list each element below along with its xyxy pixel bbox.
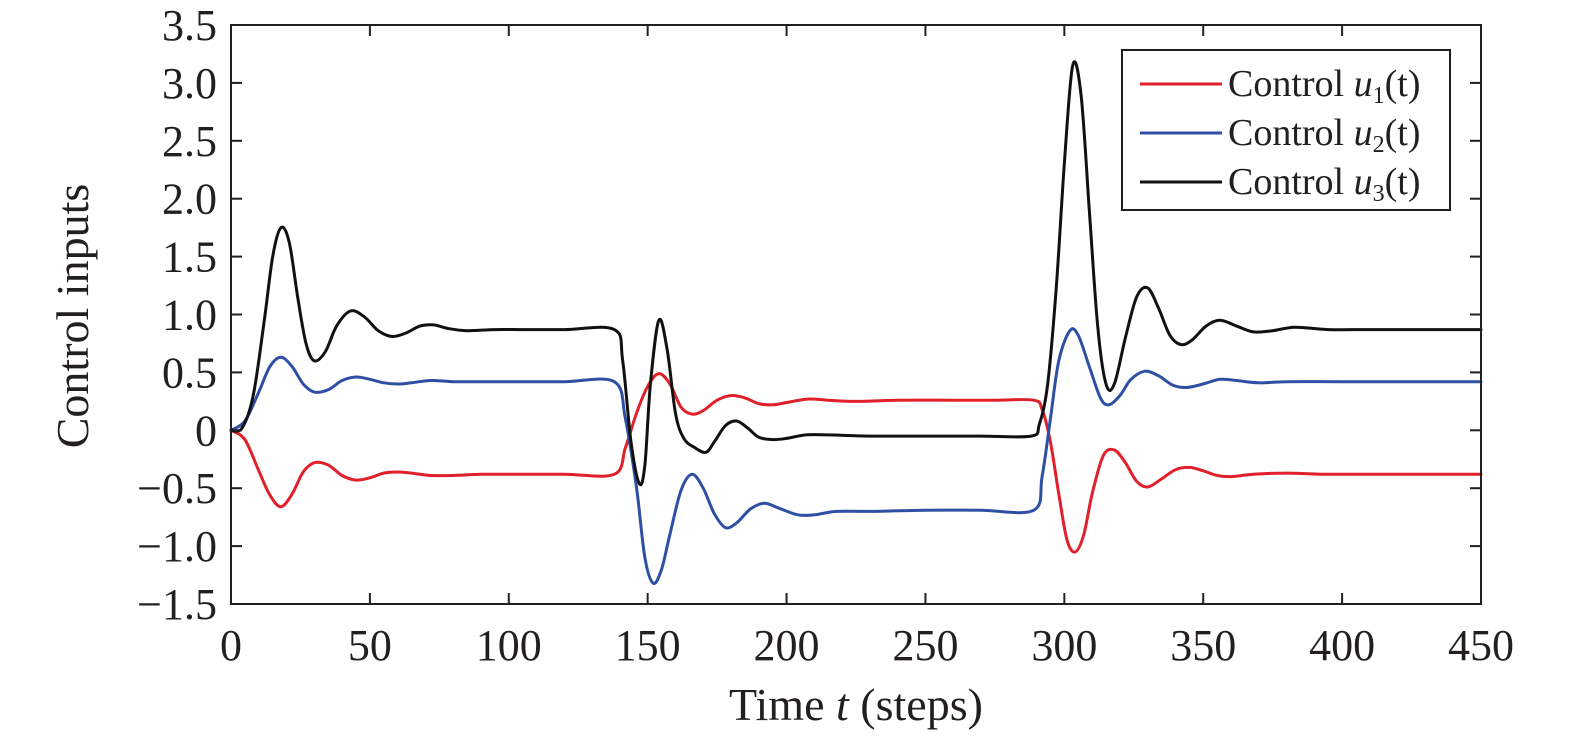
legend-label-prefix: Control [1228, 161, 1354, 203]
x-tick-label: 300 [1031, 621, 1097, 670]
y-tick-label: 0.5 [162, 348, 217, 397]
y-tick-labels: −1.5 −1.0 −0.5 0 0.5 1.0 1.5 2.0 2.5 3.0 3.5 [137, 1, 217, 629]
legend-label-suffix: (t) [1385, 63, 1421, 105]
legend-label-suffix: (t) [1385, 161, 1421, 203]
x-tick-labels: 0 50 100 150 200 250 300 350 400 450 [220, 621, 1514, 670]
x-tick-label: 350 [1170, 621, 1236, 670]
series-line-u3 [229, 60, 1483, 487]
legend-label-suffix: (t) [1385, 112, 1421, 154]
y-tick-label: 1.0 [162, 291, 217, 340]
y-tick-label: 2.0 [162, 175, 217, 224]
x-tick-label: 150 [615, 621, 681, 670]
y-tick-label: 3.0 [162, 59, 217, 108]
y-tick-label: 2.5 [162, 117, 217, 166]
x-tick-label: 250 [892, 621, 958, 670]
legend-label-variable: u [1354, 63, 1373, 105]
legend-label-u2: Control u2(t) [1228, 112, 1421, 158]
legend: Control u1(t)Control u2(t)Control u3(t) [1121, 49, 1451, 211]
legend-label-subscript: 1 [1373, 83, 1385, 109]
y-tick-label: 0 [195, 406, 217, 455]
series-line-u1 [229, 372, 1483, 554]
legend-label-u3: Control u3(t) [1228, 161, 1421, 207]
x-tick-label: 450 [1448, 621, 1514, 670]
x-axis-title-suffix: (steps) [849, 679, 983, 730]
series-line-u2 [229, 327, 1483, 585]
legend-label-variable: u [1354, 112, 1373, 154]
x-axis-title-variable: t [836, 679, 850, 730]
x-axis-title: Time t (steps) [729, 679, 983, 730]
legend-label-prefix: Control [1228, 112, 1354, 154]
x-tick-label: 100 [476, 621, 542, 670]
series-layer [229, 60, 1483, 585]
y-tick-label: −1.5 [137, 580, 217, 629]
x-tick-label: 0 [220, 621, 242, 670]
x-tick-label: 400 [1309, 621, 1375, 670]
legend-label-subscript: 2 [1373, 132, 1385, 158]
x-tick-label: 50 [348, 621, 392, 670]
y-tick-label: 3.5 [162, 1, 217, 50]
legend-label-variable: u [1354, 161, 1373, 203]
legend-items: Control u1(t)Control u2(t)Control u3(t) [1140, 63, 1421, 207]
x-axis-title-prefix: Time [729, 679, 836, 730]
ticks-layer [230, 24, 1482, 605]
y-tick-label: −1.0 [137, 522, 217, 571]
y-tick-label: −0.5 [137, 464, 217, 513]
y-axis-title: Control inputs [47, 184, 98, 449]
legend-label-u1: Control u1(t) [1228, 63, 1421, 109]
legend-label-prefix: Control [1228, 63, 1354, 105]
y-tick-label: 1.5 [162, 233, 217, 282]
legend-label-subscript: 3 [1373, 181, 1385, 207]
x-tick-label: 200 [754, 621, 820, 670]
